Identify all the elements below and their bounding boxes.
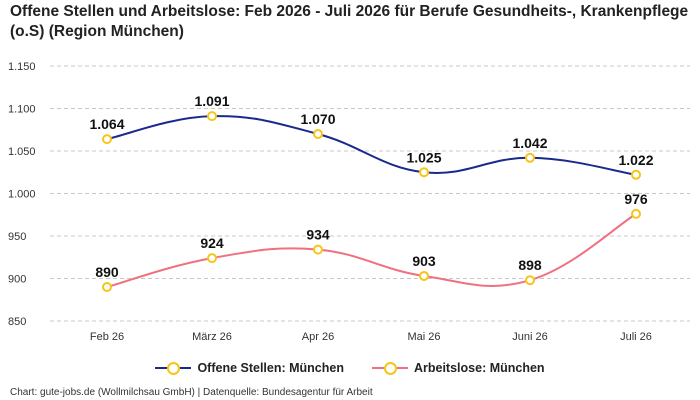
data-label-arbeitslose: 934 bbox=[306, 227, 330, 243]
y-tick-label: 950 bbox=[8, 231, 26, 243]
x-tick-label: Mai 26 bbox=[407, 331, 440, 343]
data-label-offene-stellen: 1.042 bbox=[512, 135, 547, 151]
series-line-offene-stellen bbox=[106, 115, 637, 176]
y-tick-label: 1.150 bbox=[8, 61, 36, 73]
data-label-offene-stellen: 1.022 bbox=[618, 152, 653, 168]
data-label-arbeitslose: 924 bbox=[200, 235, 224, 251]
data-label-arbeitslose: 890 bbox=[95, 264, 119, 280]
data-label-arbeitslose: 903 bbox=[412, 253, 436, 269]
data-point-arbeitslose bbox=[207, 253, 217, 264]
data-label-arbeitslose: 976 bbox=[624, 191, 648, 207]
data-label-offene-stellen: 1.070 bbox=[300, 111, 335, 127]
legend-item-offene-stellen[interactable]: Offene Stellen: München bbox=[155, 361, 344, 375]
x-tick-label: Juli 26 bbox=[620, 331, 652, 343]
data-label-offene-stellen: 1.025 bbox=[406, 149, 441, 165]
chart-legend: Offene Stellen: München Arbeitslose: Mün… bbox=[0, 361, 700, 375]
data-point-offene-stellen bbox=[631, 169, 641, 180]
legend-label-offene-stellen: Offene Stellen: München bbox=[197, 361, 344, 375]
series-line-arbeitslose bbox=[106, 213, 637, 288]
chart-footer: Chart: gute-jobs.de (Wollmilchsau GmbH) … bbox=[10, 387, 373, 398]
legend-label-arbeitslose: Arbeitslose: München bbox=[413, 361, 545, 375]
x-tick-label: Feb 26 bbox=[90, 331, 124, 343]
data-point-arbeitslose bbox=[631, 208, 641, 219]
data-label-offene-stellen: 1.091 bbox=[194, 93, 229, 109]
data-point-offene-stellen bbox=[419, 167, 429, 178]
data-point-arbeitslose bbox=[313, 244, 323, 255]
legend-swatch-arbeitslose bbox=[371, 361, 408, 375]
chart-title: Offene Stellen und Arbeitslose: Feb 2026… bbox=[10, 3, 689, 40]
data-point-arbeitslose bbox=[525, 275, 535, 286]
data-point-offene-stellen bbox=[525, 152, 535, 163]
legend-item-arbeitslose[interactable]: Arbeitslose: München bbox=[371, 361, 545, 375]
x-tick-label: Juni 26 bbox=[512, 331, 547, 343]
data-point-offene-stellen bbox=[207, 111, 217, 122]
data-label-arbeitslose: 898 bbox=[518, 257, 542, 273]
x-tick-label: Apr 26 bbox=[302, 331, 334, 343]
data-point-arbeitslose bbox=[419, 270, 429, 281]
y-tick-label: 1.000 bbox=[8, 189, 36, 201]
y-tick-label: 850 bbox=[8, 316, 26, 328]
x-tick-label: März 26 bbox=[192, 331, 232, 343]
data-point-arbeitslose bbox=[102, 282, 112, 292]
y-tick-label: 1.050 bbox=[8, 146, 36, 158]
legend-swatch-offene-stellen bbox=[155, 361, 192, 375]
data-label-offene-stellen: 1.064 bbox=[89, 116, 124, 132]
data-point-offene-stellen bbox=[313, 129, 323, 139]
data-point-offene-stellen bbox=[102, 134, 112, 145]
y-tick-label: 900 bbox=[8, 274, 26, 286]
y-tick-label: 1.100 bbox=[8, 104, 36, 116]
